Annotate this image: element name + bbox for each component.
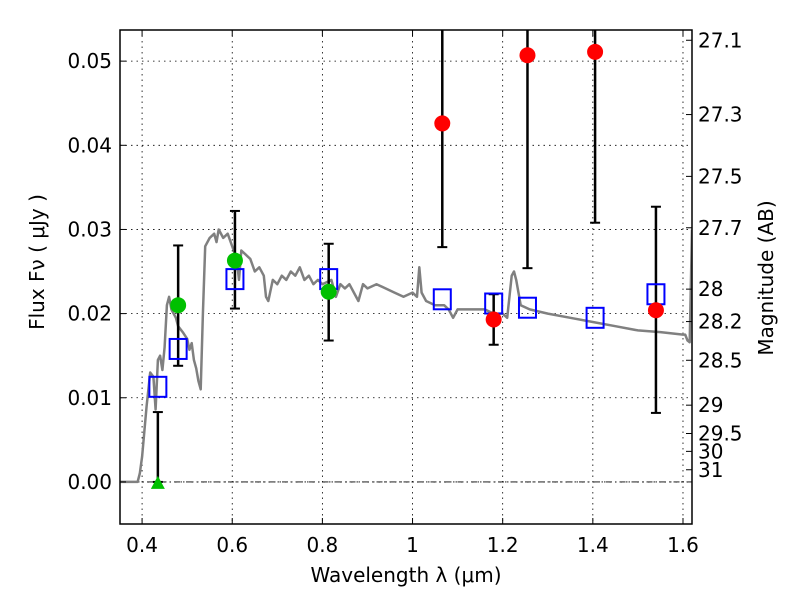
y-tick-label: 0.01 bbox=[67, 386, 112, 410]
x-tick-label: 0.8 bbox=[306, 533, 338, 557]
right-tick-label: 29 bbox=[698, 393, 723, 417]
x-tick-label: 0.4 bbox=[126, 533, 158, 557]
ticks bbox=[120, 30, 692, 524]
green-data-point bbox=[170, 297, 187, 314]
y-tick-label: 0.04 bbox=[67, 133, 112, 157]
right-tick-label: 27.3 bbox=[698, 103, 743, 127]
y-tick-label: 0.03 bbox=[67, 217, 112, 241]
right-tick-label: 28 bbox=[698, 277, 723, 301]
tick-labels: 0.4 0.6 0.8 1 1.2 1.4 1.6 0.00 0.01 0.02 0.03 0.04 0… bbox=[67, 28, 742, 557]
model-photometry-box bbox=[517, 296, 537, 319]
right-tick-label: 29.5 bbox=[698, 421, 743, 445]
plot-area bbox=[120, 30, 692, 489]
x-tick-label: 1.4 bbox=[577, 533, 609, 557]
right-tick-label: 27.5 bbox=[698, 164, 743, 188]
x-tick-label: 1.6 bbox=[667, 533, 699, 557]
y-axis-right-label: Magnitude (AB) bbox=[754, 200, 778, 355]
right-tick-label: 27.1 bbox=[698, 28, 743, 52]
model-photometry-box bbox=[432, 288, 452, 311]
model-spectrum-line bbox=[120, 228, 692, 484]
model-photometry-box bbox=[148, 375, 168, 398]
x-axis-label: Wavelength λ (μm) bbox=[310, 563, 501, 587]
right-tick-label: 30 bbox=[698, 439, 723, 463]
red-data-point bbox=[647, 302, 664, 319]
red-data-point bbox=[485, 311, 502, 328]
y-tick-label: 0.02 bbox=[67, 302, 112, 326]
x-tick-label: 1 bbox=[406, 533, 419, 557]
green-data-point bbox=[320, 283, 337, 300]
right-tick-label: 28.5 bbox=[698, 348, 743, 372]
red-data-point bbox=[587, 43, 604, 60]
model-photometry-box bbox=[225, 268, 245, 291]
right-tick-label: 31 bbox=[698, 458, 723, 482]
y-tick-label: 0.05 bbox=[67, 49, 112, 73]
green-data-point bbox=[226, 252, 243, 269]
plot-frame bbox=[119, 29, 693, 525]
y-axis-label: Flux Fν ( μJy ) bbox=[25, 194, 49, 330]
red-data-point bbox=[519, 47, 536, 64]
x-tick-label: 0.6 bbox=[216, 533, 248, 557]
x-tick-label: 1.2 bbox=[487, 533, 519, 557]
right-tick-label: 28.2 bbox=[698, 310, 743, 334]
right-tick-label: 27.7 bbox=[698, 216, 743, 240]
red-data-point bbox=[434, 115, 451, 132]
model-photometry-box bbox=[168, 337, 188, 360]
model-photometry-box bbox=[585, 306, 605, 329]
non-detection-triangle bbox=[150, 475, 165, 489]
grid bbox=[120, 30, 692, 524]
y-tick-label: 0.00 bbox=[67, 470, 112, 494]
